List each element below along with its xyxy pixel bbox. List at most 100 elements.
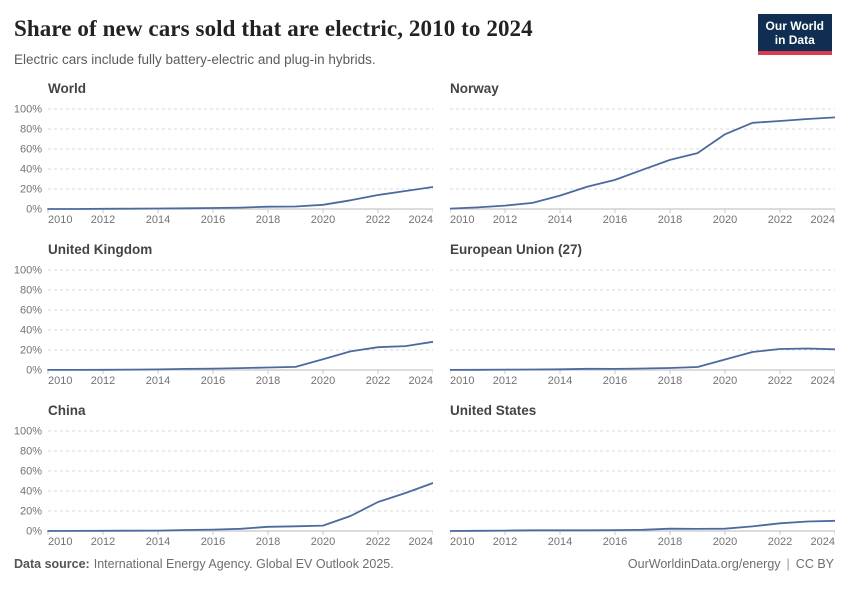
y-tick-label: 0% — [26, 526, 42, 538]
chart-footer: Data source: International Energy Agency.… — [0, 550, 850, 572]
x-tick-label: 2020 — [311, 214, 335, 226]
x-tick-label: 2010 — [450, 536, 474, 548]
x-tick-label: 2014 — [146, 214, 170, 226]
page-title: Share of new cars sold that are electric… — [14, 16, 533, 41]
y-tick-label: 60% — [20, 305, 42, 317]
y-tick-label: 100% — [14, 265, 42, 277]
x-tick-label: 2024 — [409, 536, 433, 548]
data-source-label: Data source: — [14, 557, 90, 571]
x-tick-label: 2018 — [256, 536, 280, 548]
y-tick-label: 40% — [20, 325, 42, 337]
facet-title-norway: Norway — [450, 81, 499, 96]
facet-title-united-kingdom: United Kingdom — [48, 242, 153, 257]
x-tick-label: 2024 — [811, 536, 835, 548]
x-tick-label: 2022 — [768, 375, 792, 387]
x-tick-label: 2018 — [658, 214, 682, 226]
x-tick-label: 2016 — [201, 375, 225, 387]
x-tick-label: 2022 — [366, 214, 390, 226]
chart-world: 0% 20% 40% 60% 80% 100% 2010 2012 2014 2016 2018 20… — [14, 104, 433, 226]
x-tick-label: 2022 — [768, 214, 792, 226]
y-tick-label: 0% — [26, 204, 42, 216]
x-tick-label: 2016 — [201, 536, 225, 548]
y-tick-label: 20% — [20, 184, 42, 196]
y-tick-label: 100% — [14, 426, 42, 438]
y-tick-label: 20% — [20, 506, 42, 518]
chart-european-union: 2010 2012 2014 2016 2018 2020 2022 2024 — [450, 269, 835, 387]
x-tick-label: 2010 — [48, 214, 72, 226]
x-tick-label: 2022 — [366, 375, 390, 387]
x-tick-label: 2022 — [366, 536, 390, 548]
x-tick-label: 2020 — [713, 536, 737, 548]
series-line-united-kingdom — [47, 340, 433, 371]
chart-norway: 2010 2012 2014 2016 2018 2020 2022 2024 — [450, 108, 835, 226]
facet-title-united-states: United States — [450, 403, 537, 418]
series-line-united-states — [450, 519, 835, 532]
owid-url-link[interactable]: OurWorldinData.org/energy — [627, 557, 781, 571]
series-line-world — [47, 186, 433, 210]
x-tick-label: 2018 — [256, 375, 280, 387]
facet-china: China 0% 20% 40% 60% 80% 100% 2010 2012 2014 2016… — [14, 402, 433, 550]
x-tick-label: 2024 — [409, 214, 433, 226]
facets-grid: World 0% 20% 40% 60% 80% 100% 2010 2012 2014 2016… — [0, 80, 850, 550]
y-tick-label: 60% — [20, 466, 42, 478]
y-tick-label: 0% — [26, 365, 42, 377]
x-tick-label: 2018 — [658, 375, 682, 387]
chart-china: 0% 20% 40% 60% 80% 100% 2010 2012 2014 2016 2018 20… — [14, 426, 433, 548]
chart-united-kingdom: 0% 20% 40% 60% 80% 100% 2010 2012 2014 2016 2018 20… — [14, 265, 433, 387]
x-tick-label: 2014 — [548, 214, 572, 226]
series-line-european-union-27- — [450, 347, 835, 371]
license-label: CC BY — [795, 557, 834, 571]
page-subtitle: Electric cars include fully battery-elec… — [14, 52, 376, 67]
series-line-china — [47, 482, 433, 532]
x-tick-label: 2012 — [493, 536, 517, 548]
x-tick-label: 2016 — [603, 536, 627, 548]
x-tick-label: 2010 — [48, 536, 72, 548]
x-tick-label: 2020 — [713, 375, 737, 387]
y-tick-label: 60% — [20, 144, 42, 156]
x-tick-label: 2018 — [256, 214, 280, 226]
y-tick-label: 80% — [20, 285, 42, 297]
footer-right: OurWorldinData.org/energy | CC BY — [628, 556, 834, 572]
facet-norway: Norway 2010 2012 2014 2016 2018 2020 2022 2024 — [450, 80, 835, 228]
owid-logo-line1: Our World — [765, 19, 824, 33]
facet-title-world: World — [48, 81, 86, 96]
x-tick-label: 2024 — [811, 214, 835, 226]
y-tick-label: 40% — [20, 486, 42, 498]
y-tick-label: 80% — [20, 124, 42, 136]
data-source-text: International Energy Agency. Global EV O… — [93, 557, 394, 571]
x-tick-label: 2010 — [450, 214, 474, 226]
chart-united-states: 2010 2012 2014 2016 2018 2020 2022 2024 — [450, 430, 835, 548]
x-tick-label: 2020 — [713, 214, 737, 226]
x-tick-label: 2012 — [91, 214, 115, 226]
x-tick-label: 2016 — [603, 375, 627, 387]
x-tick-label: 2012 — [493, 375, 517, 387]
x-tick-label: 2014 — [548, 536, 572, 548]
y-tick-label: 20% — [20, 345, 42, 357]
owid-logo[interactable]: Our World in Data — [757, 14, 832, 55]
facet-world: World 0% 20% 40% 60% 80% 100% 2010 2012 2014 2016… — [14, 80, 433, 228]
x-tick-label: 2020 — [311, 536, 335, 548]
x-tick-label: 2014 — [146, 536, 170, 548]
x-tick-label: 2012 — [91, 375, 115, 387]
facet-united-kingdom: United Kingdom 0% 20% 40% 60% 80% 100% 2010 201… — [14, 241, 433, 389]
chart-header: Share of new cars sold that are electric… — [0, 0, 850, 68]
y-tick-label: 40% — [20, 164, 42, 176]
y-tick-label: 100% — [14, 104, 42, 116]
x-tick-label: 2012 — [91, 536, 115, 548]
data-source: Data source: International Energy Agency.… — [14, 556, 394, 572]
facet-title-china: China — [48, 403, 86, 418]
x-tick-label: 2010 — [48, 375, 72, 387]
facet-united-states: United States 2010 2012 2014 2016 2018 2020 20… — [450, 402, 835, 550]
x-tick-label: 2016 — [201, 214, 225, 226]
y-tick-label: 80% — [20, 446, 42, 458]
facet-title-european-union: European Union (27) — [450, 242, 583, 257]
x-tick-label: 2014 — [146, 375, 170, 387]
x-tick-label: 2018 — [658, 536, 682, 548]
x-tick-label: 2022 — [768, 536, 792, 548]
footer-separator: | — [786, 557, 790, 571]
x-tick-label: 2016 — [603, 214, 627, 226]
owid-logo-line2: in Data — [774, 33, 815, 47]
series-line-norway — [450, 116, 835, 210]
x-tick-label: 2024 — [811, 375, 835, 387]
